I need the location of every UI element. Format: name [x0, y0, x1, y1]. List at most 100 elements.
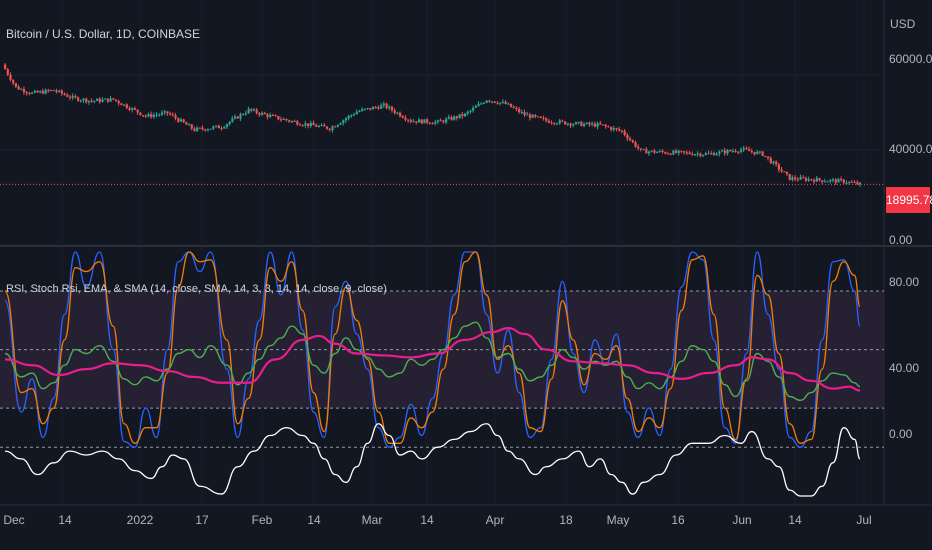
- candle-body: [474, 106, 477, 108]
- candle-body: [680, 150, 683, 152]
- candle-body: [301, 125, 304, 127]
- candle-body: [604, 124, 607, 127]
- candle-body: [574, 122, 578, 125]
- candle-body: [90, 100, 93, 102]
- candle-body: [12, 79, 15, 84]
- candle-body: [152, 114, 156, 117]
- candle-body: [331, 126, 334, 131]
- candle-body: [255, 109, 258, 114]
- x-tick-14-jun: 14: [788, 513, 802, 527]
- x-tick-jul: Jul: [856, 513, 872, 527]
- candle-body: [707, 153, 710, 155]
- candle-body: [344, 118, 348, 121]
- candle-body: [537, 116, 540, 118]
- candle-body: [404, 117, 407, 120]
- candle-body: [531, 114, 534, 118]
- candle-body: [52, 90, 55, 92]
- candle-body: [780, 169, 783, 172]
- candle-body: [423, 119, 426, 124]
- last-price-badge: 18995.78: [886, 187, 932, 213]
- candle-body: [393, 110, 396, 113]
- stoch-k-line: [4, 251, 861, 448]
- candle-body: [47, 89, 50, 91]
- candle-body: [547, 120, 551, 123]
- candle-body: [777, 164, 781, 170]
- candle-body: [504, 101, 507, 104]
- candle-body: [445, 118, 448, 123]
- candle-body: [758, 151, 762, 153]
- candle-body: [591, 123, 594, 125]
- candle-body: [477, 103, 480, 107]
- indicator-tick-0: 0.00: [889, 427, 913, 441]
- candle-body: [721, 150, 724, 152]
- candle-body: [845, 182, 848, 184]
- x-tick-17-jan: 17: [195, 513, 209, 527]
- candle-body: [853, 182, 856, 184]
- candle-body: [231, 118, 234, 122]
- candle-body: [396, 112, 399, 114]
- candle-body: [85, 98, 88, 103]
- candle-body: [629, 138, 632, 141]
- candle-body: [615, 128, 618, 130]
- candle-body: [555, 123, 559, 125]
- candle-body: [290, 120, 294, 122]
- candle-body: [596, 123, 599, 127]
- candle-body: [198, 127, 202, 129]
- candle-body: [312, 122, 315, 126]
- candle-body: [434, 121, 437, 124]
- x-tick-14-mar: 14: [420, 513, 434, 527]
- candle-body: [171, 114, 174, 116]
- candle-body: [523, 112, 526, 116]
- candle-body: [133, 108, 137, 110]
- candle-body: [166, 111, 169, 114]
- candle-body: [807, 179, 810, 181]
- candle-body: [158, 114, 161, 116]
- candle-body: [553, 122, 556, 124]
- candle-body: [788, 174, 791, 180]
- candle-body: [848, 181, 851, 183]
- candle-body: [772, 161, 775, 164]
- candle-body: [71, 95, 74, 98]
- candle-body: [169, 113, 172, 115]
- candle-body: [794, 177, 797, 180]
- candle-body: [282, 118, 285, 120]
- candle-body: [77, 97, 80, 101]
- candle-body: [101, 99, 104, 102]
- candle-body: [366, 108, 369, 110]
- candle-body: [642, 149, 645, 151]
- candle-body: [187, 124, 191, 126]
- candle-body: [342, 120, 345, 124]
- candle-body: [509, 103, 513, 108]
- sma-line: [4, 327, 861, 392]
- candle-body: [401, 116, 404, 118]
- candle-body: [150, 114, 153, 117]
- candle-body: [417, 119, 421, 123]
- candle-body: [631, 140, 634, 143]
- candle-body: [336, 124, 340, 127]
- candle-body: [572, 124, 575, 126]
- candle-body: [831, 179, 835, 181]
- candle-body: [236, 116, 239, 119]
- chart-title: Bitcoin / U.S. Dollar, 1D, COINBASE: [6, 27, 201, 41]
- rsi-line: [4, 321, 861, 402]
- price-tick-60000: 60000.00: [889, 52, 932, 66]
- candle-body: [712, 153, 716, 156]
- candle-body: [620, 130, 624, 132]
- candle-body: [823, 181, 827, 183]
- candle-body: [501, 101, 505, 103]
- candle-body: [737, 151, 740, 153]
- candle-body: [323, 124, 326, 127]
- indicator-tick-80: 80.00: [889, 275, 920, 289]
- candle-body: [485, 100, 488, 103]
- candle-body: [726, 150, 729, 154]
- candle-body: [626, 134, 629, 139]
- candle-body: [653, 150, 656, 153]
- candle-body: [688, 152, 691, 154]
- candle-body: [377, 107, 380, 109]
- candle-body: [545, 118, 548, 121]
- candle-body: [593, 123, 597, 127]
- candle-body: [388, 106, 391, 109]
- candle-body: [564, 121, 567, 125]
- candle-body: [382, 103, 385, 106]
- candle-body: [761, 151, 764, 156]
